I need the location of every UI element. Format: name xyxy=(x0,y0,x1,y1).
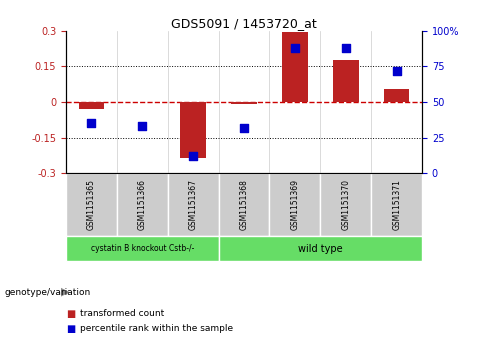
Bar xyxy=(384,89,409,102)
Bar xyxy=(66,173,117,236)
Bar xyxy=(371,173,422,236)
Text: ■: ■ xyxy=(66,323,75,334)
Text: GSM1151365: GSM1151365 xyxy=(87,179,96,230)
Point xyxy=(342,45,350,51)
Bar xyxy=(219,173,269,236)
Point xyxy=(87,121,95,126)
Bar xyxy=(231,102,257,105)
Point xyxy=(189,153,197,159)
Text: wild type: wild type xyxy=(298,244,343,253)
Point xyxy=(291,45,299,51)
Title: GDS5091 / 1453720_at: GDS5091 / 1453720_at xyxy=(171,17,317,30)
Text: ■: ■ xyxy=(66,309,75,319)
Text: percentile rank within the sample: percentile rank within the sample xyxy=(80,324,233,333)
Bar xyxy=(219,236,422,261)
Bar xyxy=(79,102,104,109)
Point xyxy=(138,123,146,129)
Bar xyxy=(333,61,359,102)
Text: GSM1151366: GSM1151366 xyxy=(138,179,147,230)
Bar xyxy=(269,173,320,236)
Bar xyxy=(168,173,219,236)
Text: GSM1151371: GSM1151371 xyxy=(392,179,401,230)
Bar xyxy=(117,173,168,236)
Text: GSM1151368: GSM1151368 xyxy=(240,179,248,230)
Text: GSM1151370: GSM1151370 xyxy=(341,179,350,230)
Point xyxy=(240,125,248,131)
Text: cystatin B knockout Cstb-/-: cystatin B knockout Cstb-/- xyxy=(91,244,194,253)
Text: transformed count: transformed count xyxy=(80,310,164,318)
Text: genotype/variation: genotype/variation xyxy=(5,288,91,297)
Polygon shape xyxy=(61,288,70,297)
Bar xyxy=(320,173,371,236)
Bar xyxy=(282,32,307,102)
Text: GSM1151367: GSM1151367 xyxy=(188,179,198,230)
Bar xyxy=(66,236,219,261)
Text: GSM1151369: GSM1151369 xyxy=(290,179,300,230)
Point xyxy=(393,68,401,74)
Bar xyxy=(181,102,206,158)
